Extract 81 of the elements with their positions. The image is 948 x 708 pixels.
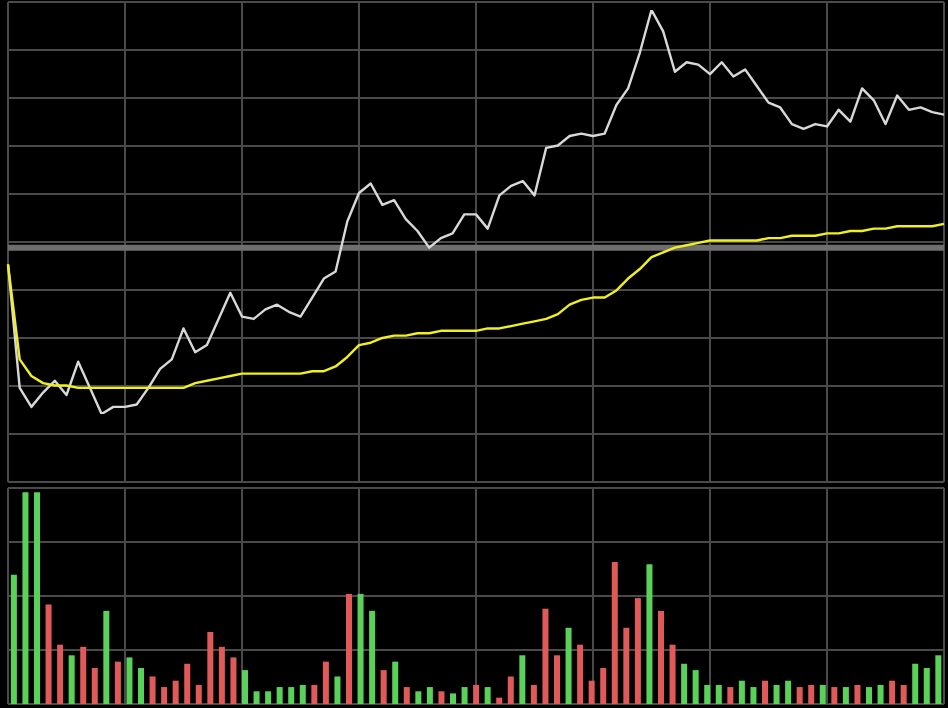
bar: [623, 627, 630, 704]
bar: [276, 687, 283, 704]
bar: [842, 687, 849, 704]
bar: [923, 668, 930, 704]
bar: [34, 492, 40, 704]
bar: [866, 687, 872, 704]
bar: [507, 676, 514, 704]
bar: [669, 644, 676, 704]
bar: [900, 684, 907, 704]
bar: [288, 687, 295, 704]
bar: [265, 691, 272, 704]
bar: [600, 668, 607, 704]
bar: [172, 680, 179, 704]
bar: [311, 684, 318, 704]
bar: [161, 687, 168, 704]
bar: [530, 684, 537, 704]
bar: [218, 646, 225, 704]
bar: [461, 687, 468, 704]
bar: [322, 661, 329, 704]
bar: [565, 627, 572, 704]
bar: [750, 687, 757, 704]
bar: [715, 684, 722, 704]
bar: [45, 604, 52, 704]
bar: [334, 676, 341, 704]
bar: [426, 687, 433, 704]
bar: [727, 687, 734, 704]
bar: [542, 608, 549, 704]
bar: [473, 684, 480, 704]
bar: [403, 687, 410, 704]
bar: [114, 661, 121, 704]
bar: [126, 657, 133, 704]
bar: [785, 680, 792, 704]
bar: [149, 676, 156, 704]
bar: [854, 684, 861, 704]
bar: [10, 574, 17, 704]
bar: [184, 663, 191, 704]
bar: [68, 655, 75, 704]
bar: [380, 670, 387, 704]
bar: [692, 670, 699, 704]
bar: [357, 593, 364, 704]
bar: [253, 691, 260, 704]
bar: [519, 655, 526, 704]
bar: [80, 646, 87, 704]
bar: [889, 680, 896, 704]
bar: [588, 680, 595, 704]
bar: [496, 697, 503, 704]
bar: [796, 687, 803, 704]
bar: [704, 684, 711, 704]
bar: [762, 680, 768, 704]
bar: [91, 668, 98, 704]
bar: [230, 657, 237, 704]
bar: [195, 684, 202, 704]
bar: [658, 610, 664, 704]
bar: [450, 693, 456, 704]
bar: [554, 655, 560, 704]
bar: [681, 663, 688, 704]
bar: [242, 670, 248, 704]
bar: [773, 684, 780, 704]
bar: [912, 663, 919, 704]
bar: [611, 562, 618, 704]
bar: [935, 655, 942, 704]
bar: [438, 691, 445, 704]
bar: [207, 632, 214, 704]
bar: [392, 661, 399, 704]
bar: [634, 598, 641, 704]
bar: [299, 684, 306, 704]
bar: [369, 610, 376, 704]
bar: [738, 680, 745, 704]
bar: [103, 610, 110, 704]
bar: [484, 687, 491, 704]
bar: [138, 668, 144, 704]
bar: [577, 644, 584, 704]
bar: [57, 644, 64, 704]
bar: [22, 492, 29, 704]
bar: [808, 684, 815, 704]
bar: [819, 684, 826, 704]
bar: [831, 687, 838, 704]
bar: [415, 691, 422, 704]
bar: [646, 564, 653, 704]
bar: [877, 684, 884, 704]
bar: [346, 593, 352, 704]
